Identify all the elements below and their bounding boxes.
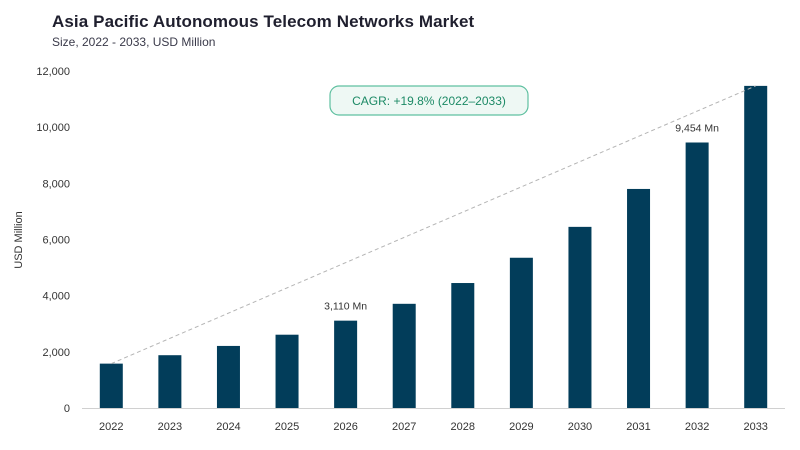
x-tick-label: 2024 xyxy=(216,421,240,433)
y-tick-label: 10,000 xyxy=(36,122,70,134)
y-tick-label: 6,000 xyxy=(42,235,70,247)
bar-2029 xyxy=(509,257,533,408)
y-tick-label: 0 xyxy=(64,403,70,415)
x-tick-label: 2026 xyxy=(333,421,357,433)
x-tick-label: 2027 xyxy=(392,421,416,433)
bar-2025 xyxy=(275,334,299,408)
x-tick-label: 2028 xyxy=(451,421,475,433)
bar-2027 xyxy=(392,303,416,408)
x-tick-label: 2032 xyxy=(685,421,709,433)
y-tick-label: 2,000 xyxy=(42,347,70,359)
bar-2028 xyxy=(451,283,475,408)
cagr-badge xyxy=(329,85,529,116)
y-tick-label: 12,000 xyxy=(36,66,70,78)
bar-2024 xyxy=(216,345,240,408)
x-tick-label: 2022 xyxy=(99,421,123,433)
bar-2026 xyxy=(334,320,358,408)
data-label-2026: 3,110 Mn xyxy=(324,301,367,313)
bar-2031 xyxy=(627,188,651,408)
x-tick-label: 2023 xyxy=(158,421,182,433)
y-axis-title: USD Million xyxy=(13,211,25,268)
x-tick-label: 2033 xyxy=(743,421,767,433)
bar-2033 xyxy=(744,85,768,409)
data-label-2032: 9,454 Mn xyxy=(675,123,719,135)
cagr-badge-text: CAGR: +19.8% (2022–2033) xyxy=(352,94,506,108)
y-tick-label: 4,000 xyxy=(42,291,70,303)
bar-2023 xyxy=(158,355,182,408)
bar-2022 xyxy=(99,363,123,408)
x-tick-label: 2025 xyxy=(275,421,299,433)
chart-subtitle: Size, 2022 - 2033, USD Million xyxy=(52,35,216,49)
bar-2030 xyxy=(568,226,592,408)
trend-line xyxy=(111,85,756,365)
x-tick-label: 2029 xyxy=(509,421,533,433)
y-tick-label: 8,000 xyxy=(42,178,70,190)
x-tick-label: 2031 xyxy=(626,421,650,433)
x-tick-label: 2030 xyxy=(568,421,592,433)
bar-2032 xyxy=(685,142,709,408)
chart-title: Asia Pacific Autonomous Telecom Networks… xyxy=(52,12,475,31)
